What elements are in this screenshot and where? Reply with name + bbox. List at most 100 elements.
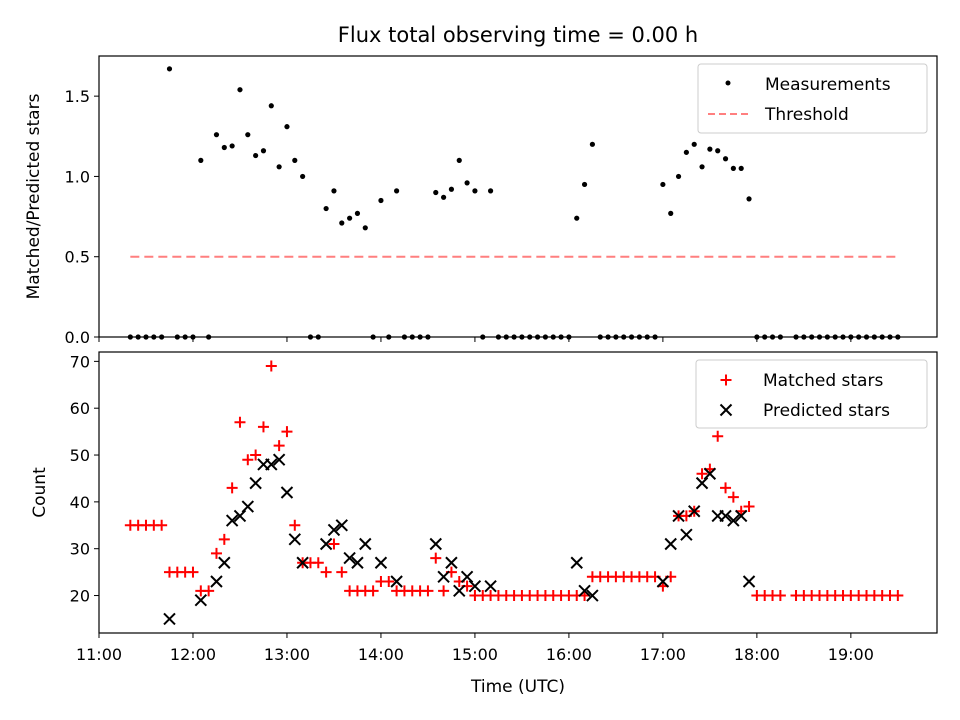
measurement-point [433,189,439,196]
x-tick-label: 13:00 [264,645,310,664]
measurement-point [331,188,337,194]
count-y-tick-label: 20 [70,587,90,606]
legend-measurements-marker [725,80,731,86]
measurement-point [668,210,674,216]
predicted-star-point [578,584,591,598]
x-tick-label: 18:00 [734,645,780,664]
matched-star-point [289,519,301,531]
predicted-star-point [703,467,717,480]
predicted-star-point [272,453,286,466]
x-tick-label: 15:00 [452,645,498,664]
matched-star-point [320,566,332,578]
measurement-point [675,173,682,180]
count-panel: Count Time (UTC) 20 30 40 50 60 70 11:00 12:00 1… [30,351,938,697]
matched-star-point [438,585,450,597]
measurement-point [221,144,227,151]
predicted-star-point [218,556,231,569]
measurement-point [198,157,204,163]
matched-star-point [156,519,168,531]
matched-star-point [187,566,199,578]
matched-star-point [383,575,395,587]
measurement-point [300,173,306,180]
ratio-panel: Flux total observing time = 0.00 h Match… [24,23,938,347]
predicted-star-point [351,556,364,569]
measurement-point [456,157,462,163]
predicted-star-point [742,575,756,588]
legend-threshold-label: Threshold [764,105,849,125]
ratio-y-tick-label: 1.5 [65,87,90,106]
matched-star-point [696,468,708,480]
measurement-point [660,181,666,188]
predicted-star-point [241,500,255,513]
matched-star-point [250,449,262,461]
measurement-point [354,210,361,216]
predicted-star-point [319,537,333,551]
measurement-point [581,181,588,188]
matched-star-point [774,590,786,602]
matched-star-point [281,426,293,438]
predicted-star-point [429,537,442,551]
predicted-star-point [210,575,223,588]
measurement-point [237,87,243,93]
matched-star-point [210,547,222,559]
measurement-point [260,148,267,154]
measurement-point [707,146,713,152]
x-tick-label: 12:00 [170,645,216,664]
predicted-star-point [163,612,176,626]
predicted-star-point [727,514,740,527]
x-tick-label: 16:00 [546,645,592,664]
predicted-star-point [734,509,748,523]
count-legend-box [695,359,928,429]
predicted-star-point [680,528,693,541]
measurement-point [268,103,274,109]
matched-star-point [226,482,238,494]
predicted-star-point [672,509,685,523]
count-y-tick-label: 60 [70,399,90,418]
predicted-star-point [225,514,239,527]
predicted-star-point [719,509,732,523]
x-tick-label: 11:00 [76,645,122,664]
measurement-point [166,66,173,72]
predicted-star-point [586,589,599,602]
matched-star-point [218,533,230,545]
ratio-legend-box [697,63,928,134]
matched-star-point [712,430,724,442]
measurement-point [378,197,384,204]
measurement-point [487,188,494,194]
predicted-star-point [374,556,388,569]
legend-matched-label: Matched stars [763,371,883,391]
predicted-star-point [194,594,208,607]
chart-title: Flux total observing time = 0.00 h [338,23,698,47]
x-tick-label: 19:00 [828,645,874,664]
predicted-star-point [327,523,341,537]
measurement-point [464,180,470,186]
measurement-point [746,196,752,202]
predicted-star-point [664,537,677,551]
predicted-star-point [453,584,466,598]
predicted-star-point [359,537,372,551]
count-legend: Matched stars Predicted stars [695,359,928,429]
ratio-y-tick-label: 0.5 [65,248,90,267]
ratio-y-axis-label: Matched/Predicted stars [24,93,44,299]
matched-star-point [328,538,340,550]
predicted-star-point [335,519,348,532]
measurement-point [589,141,596,147]
measurement-point [292,157,298,163]
predicted-star-point [265,458,278,471]
measurement-point [323,205,329,212]
measurement-point [253,152,259,159]
predicted-star-point [233,509,247,523]
matched-star-point [273,440,285,452]
legend-matched-marker [720,374,732,386]
predicted-star-point [695,476,709,490]
measurement-point [245,132,251,138]
count-y-tick-label: 50 [70,446,90,465]
matched-star-point [203,585,215,597]
predicted-star-point [249,476,262,490]
matched-star-point [257,421,269,433]
measurement-point [683,149,689,155]
matched-star-point [727,491,739,503]
count-y-axis-label: Count [30,467,50,518]
matched-star-point [265,360,277,372]
